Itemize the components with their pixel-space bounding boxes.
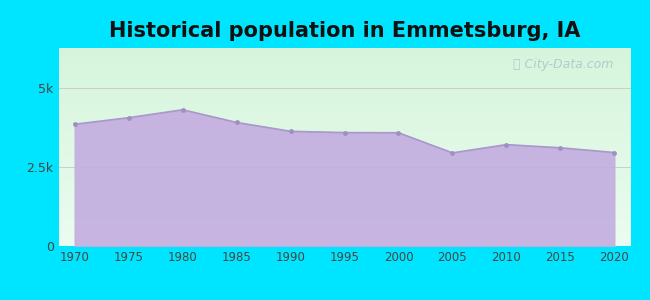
Text: ⓘ City-Data.com: ⓘ City-Data.com [513, 58, 614, 71]
Title: Historical population in Emmetsburg, IA: Historical population in Emmetsburg, IA [109, 21, 580, 41]
